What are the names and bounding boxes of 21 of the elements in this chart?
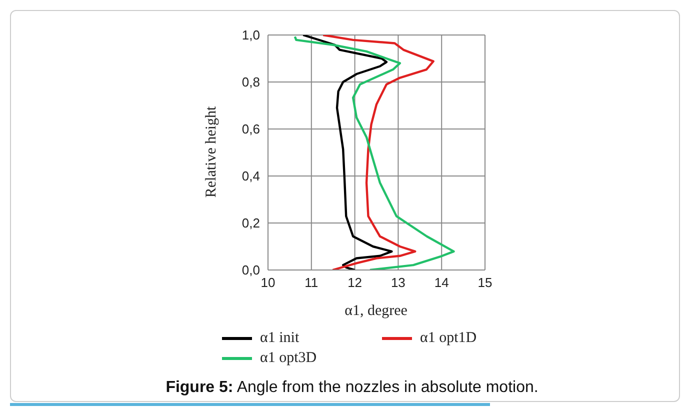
x-tick-label: 15 bbox=[478, 275, 492, 290]
y-tick-label: 0,4 bbox=[242, 168, 260, 184]
x-axis-title: α1, degree bbox=[344, 303, 408, 320]
x-tick-label: 11 bbox=[304, 275, 318, 290]
caption: Figure 5: Angle from the nozzles in absolute motion. bbox=[166, 379, 538, 396]
y-tick-label: 1,0 bbox=[242, 28, 260, 43]
legend-label: α1 init bbox=[260, 330, 300, 346]
x-tick-label: 13 bbox=[390, 275, 406, 290]
line-series bbox=[322, 35, 434, 270]
line-series bbox=[302, 35, 393, 270]
line-series bbox=[294, 36, 455, 270]
legend-label: α1 opt1D bbox=[420, 330, 477, 346]
y-axis-title: Relative height bbox=[204, 106, 220, 198]
y-tick-label: 0,6 bbox=[242, 122, 260, 137]
legend-label: α1 opt3D bbox=[260, 350, 317, 366]
x-tick-label: 14 bbox=[434, 275, 449, 290]
x-tick-label: 10 bbox=[260, 275, 276, 290]
y-tick-label: 0,2 bbox=[242, 216, 260, 231]
y-tick-label: 0,8 bbox=[242, 74, 260, 90]
y-tick-label: 0,0 bbox=[242, 262, 260, 278]
x-tick-label: 12 bbox=[348, 275, 362, 290]
